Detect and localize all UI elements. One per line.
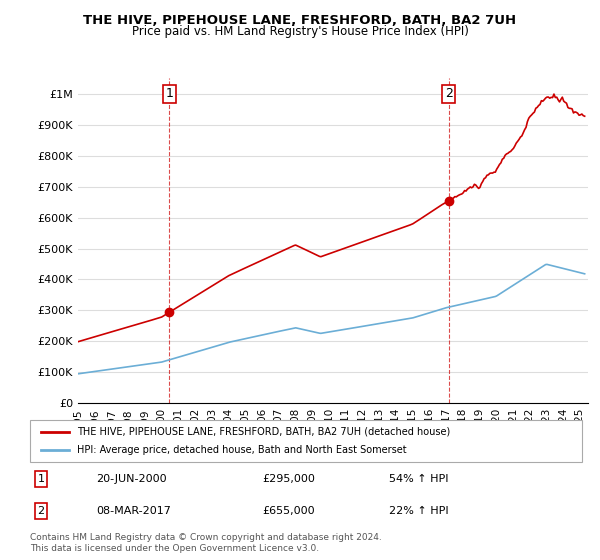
- Text: £295,000: £295,000: [262, 474, 315, 484]
- Text: Price paid vs. HM Land Registry's House Price Index (HPI): Price paid vs. HM Land Registry's House …: [131, 25, 469, 38]
- Text: THE HIVE, PIPEHOUSE LANE, FRESHFORD, BATH, BA2 7UH (detached house): THE HIVE, PIPEHOUSE LANE, FRESHFORD, BAT…: [77, 427, 450, 437]
- Text: 1: 1: [38, 474, 44, 484]
- Text: £655,000: £655,000: [262, 506, 314, 516]
- Text: HPI: Average price, detached house, Bath and North East Somerset: HPI: Average price, detached house, Bath…: [77, 445, 407, 455]
- Text: 54% ↑ HPI: 54% ↑ HPI: [389, 474, 448, 484]
- Text: THE HIVE, PIPEHOUSE LANE, FRESHFORD, BATH, BA2 7UH: THE HIVE, PIPEHOUSE LANE, FRESHFORD, BAT…: [83, 14, 517, 27]
- Text: 2: 2: [445, 87, 453, 100]
- Text: 22% ↑ HPI: 22% ↑ HPI: [389, 506, 448, 516]
- Text: Contains HM Land Registry data © Crown copyright and database right 2024.
This d: Contains HM Land Registry data © Crown c…: [30, 533, 382, 553]
- Text: 2: 2: [37, 506, 44, 516]
- Text: 20-JUN-2000: 20-JUN-2000: [96, 474, 167, 484]
- Text: 1: 1: [166, 87, 173, 100]
- Text: 08-MAR-2017: 08-MAR-2017: [96, 506, 171, 516]
- FancyBboxPatch shape: [30, 420, 582, 462]
